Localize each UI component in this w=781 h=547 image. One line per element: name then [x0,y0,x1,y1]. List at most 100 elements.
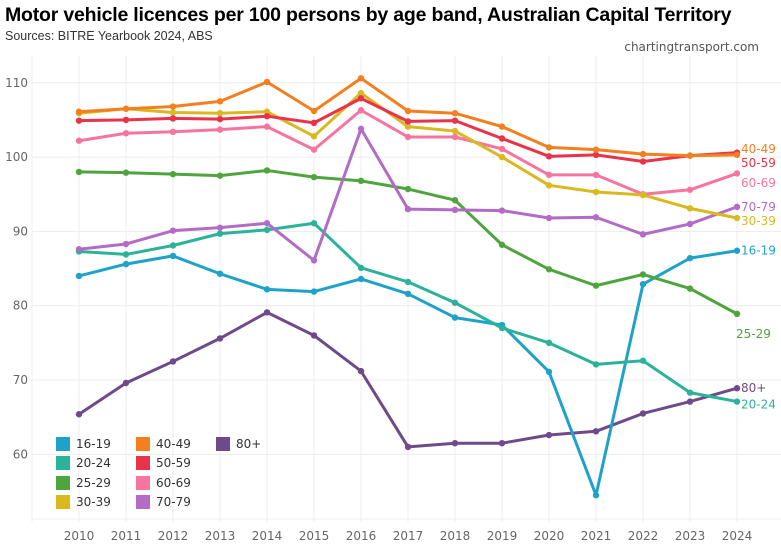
data-point [310,288,318,295]
data-point [639,158,647,165]
x-tick-label: 2023 [675,529,706,543]
data-point [216,98,224,105]
legend-item-80+[interactable]: 80+ [216,434,296,454]
data-point [498,324,506,332]
data-point [545,171,553,179]
y-tick-label: 70 [13,373,28,387]
data-point [451,110,459,117]
data-point [216,110,224,117]
data-point [310,107,318,115]
series-50-59 [75,95,741,165]
data-point [639,357,647,364]
legend-item-60-69[interactable]: 60-69 [136,473,216,493]
data-point [357,95,365,102]
data-point [639,191,647,199]
legend-swatch [56,495,70,510]
data-point [545,182,553,189]
data-point [451,439,459,447]
legend-label: 70-79 [156,495,191,510]
data-point [686,285,694,292]
data-point [404,278,412,286]
data-point [357,367,365,375]
x-tick-label: 2024 [722,529,753,543]
end-label-50-59: 50-59 [741,156,776,170]
data-point [404,443,412,451]
data-point [75,246,83,253]
data-point [733,170,741,177]
data-point [498,153,506,161]
series-25-29 [75,167,741,318]
y-tick-label: 100 [5,150,28,164]
series-16-19 [75,247,741,499]
data-point [75,137,83,144]
x-tick-label: 2018 [440,529,471,543]
x-tick-label: 2016 [346,529,377,543]
legend-item-30-39[interactable]: 30-39 [56,493,136,513]
legend-swatch [136,436,150,451]
data-point [263,226,271,234]
data-point [75,168,83,176]
y-tick-label: 90 [13,224,28,238]
data-point [169,103,177,110]
x-axis-ticks: 2010 2011 2012 2013 2014 2015 2016 2017 2018 2019… [64,529,753,543]
data-point [169,115,177,122]
data-point [592,151,600,159]
data-point [263,78,271,86]
legend-swatch [56,475,70,490]
data-point [310,173,318,181]
data-point [169,170,177,178]
data-point [498,439,506,447]
data-point [169,358,177,365]
data-point [592,282,600,289]
legend: 16-19 20-24 25-29 30-39 40-49 50-59 60-69 70-79… [56,434,296,512]
legend-item-50-59[interactable]: 50-59 [136,454,216,474]
data-point [545,153,553,160]
data-point [404,133,412,141]
legend-item-20-24[interactable]: 20-24 [56,454,136,474]
legend-label: 25-29 [76,475,111,490]
series-70-79 [75,125,741,264]
end-label-20-24: 20-24 [741,398,776,412]
series-lines [75,75,741,499]
data-point [733,151,741,159]
data-point [122,169,130,176]
legend-swatch [136,475,150,490]
series-20-24 [75,220,741,405]
y-tick-label: 80 [13,299,28,313]
data-point [686,220,694,228]
data-point [639,271,647,278]
x-tick-label: 2013 [205,529,236,543]
data-point [310,146,318,153]
data-point [310,119,318,127]
x-tick-label: 2021 [581,529,612,543]
data-point [498,145,506,153]
data-point [216,172,224,179]
data-point [592,171,600,179]
legend-item-40-49[interactable]: 40-49 [136,434,216,454]
data-point [404,123,412,130]
data-point [545,368,553,376]
end-label-16-19: 16-19 [741,244,776,258]
y-tick-label: 110 [5,76,28,90]
data-point [592,188,600,196]
data-point [216,224,224,231]
legend-swatch [136,456,150,471]
data-point [733,398,741,405]
legend-item-70-79[interactable]: 70-79 [136,493,216,513]
data-point [545,144,553,151]
legend-item-25-29[interactable]: 25-29 [56,473,136,493]
legend-item-16-19[interactable]: 16-19 [56,434,136,454]
data-point [310,220,318,227]
data-point [122,116,130,124]
data-point [592,146,600,153]
data-point [357,89,365,97]
data-point [451,133,459,141]
data-point [357,264,365,272]
data-point [122,251,130,258]
data-point [545,339,553,347]
data-point [216,270,224,277]
data-point [263,167,271,174]
end-label-25-29: 25-29 [736,327,771,341]
data-point [686,398,694,405]
